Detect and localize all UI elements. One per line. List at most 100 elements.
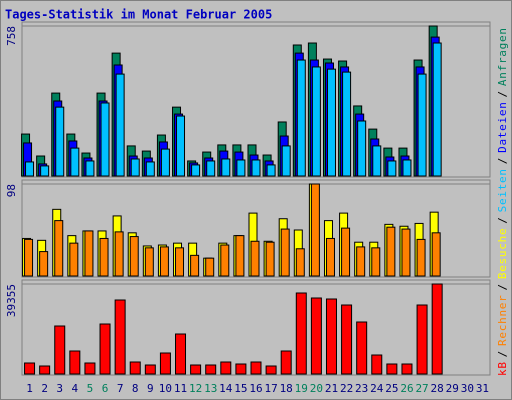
bar: [401, 363, 413, 375]
bar: [251, 159, 261, 177]
bar: [325, 298, 337, 375]
bar: [265, 241, 275, 277]
legend-separator: /: [496, 217, 509, 224]
bar: [235, 363, 247, 375]
bar: [310, 183, 320, 277]
bar: [69, 242, 79, 277]
x-tick-label: 4: [72, 382, 79, 395]
bar: [190, 254, 200, 277]
bar: [416, 304, 428, 375]
bar: [114, 231, 124, 277]
bar: [144, 364, 156, 375]
bar: [55, 106, 65, 177]
bar: [341, 304, 353, 375]
x-tick-label: 5: [87, 382, 94, 395]
bar: [220, 361, 232, 375]
bar: [386, 363, 398, 375]
x-tick-label: 11: [174, 382, 187, 395]
x-tick-label: 8: [132, 382, 139, 395]
bar: [295, 292, 307, 375]
x-tick-label: 10: [159, 382, 172, 395]
bar: [115, 73, 125, 177]
bar: [159, 352, 171, 375]
bar: [54, 220, 64, 277]
bar: [220, 244, 230, 277]
bar: [342, 71, 352, 177]
x-tick-label: 6: [102, 382, 109, 395]
bar: [54, 325, 66, 375]
x-tick-label: 7: [117, 382, 124, 395]
bar: [310, 297, 322, 375]
y-tick-label: 98: [5, 184, 18, 197]
bar: [341, 227, 351, 277]
bar: [130, 158, 140, 177]
bar: [325, 237, 335, 277]
x-tick-label: 25: [385, 382, 398, 395]
bar: [295, 248, 305, 277]
bar: [70, 147, 80, 177]
x-tick-label: 3: [56, 382, 63, 395]
bar: [84, 230, 94, 277]
x-tick-label: 24: [370, 382, 384, 395]
bar: [372, 145, 382, 177]
bar: [40, 165, 50, 177]
legend-entry: Dateien: [496, 102, 509, 153]
x-tick-label: 19: [295, 382, 308, 395]
bar: [145, 161, 155, 177]
legend-separator: /: [496, 91, 509, 98]
bar: [25, 161, 35, 177]
bar: [176, 115, 186, 177]
x-tick-label: 14: [219, 382, 233, 395]
x-tick-label: 16: [249, 382, 262, 395]
bar: [85, 160, 95, 177]
bar: [401, 228, 411, 277]
bar: [250, 240, 260, 277]
bar: [129, 361, 141, 375]
bar: [84, 362, 96, 375]
x-tick-label: 22: [340, 382, 353, 395]
bar: [190, 364, 202, 375]
bar: [39, 251, 49, 277]
bar: [24, 362, 36, 375]
x-tick-label: 18: [280, 382, 293, 395]
x-tick-label: 9: [147, 382, 154, 395]
bar: [39, 365, 51, 375]
x-tick-label: 20: [310, 382, 323, 395]
x-tick-label: 29: [446, 382, 459, 395]
bar: [205, 364, 217, 375]
x-tick-label: 13: [204, 382, 217, 395]
x-tick-label: 15: [234, 382, 247, 395]
bar: [99, 237, 109, 277]
bar: [175, 247, 185, 277]
legend-separator: /: [496, 351, 509, 358]
bar: [386, 226, 396, 277]
x-tick-label: 21: [325, 382, 338, 395]
bar: [266, 164, 276, 177]
bar: [357, 120, 367, 177]
legend-separator: /: [496, 158, 509, 165]
bar: [235, 235, 245, 277]
x-tick-label: 28: [431, 382, 444, 395]
bar: [431, 283, 443, 375]
legend-entry: Anfragen: [496, 28, 509, 86]
bar: [99, 323, 111, 375]
bar: [159, 246, 169, 277]
bar: [416, 238, 426, 277]
x-tick-label: 2: [41, 382, 48, 395]
bar: [356, 246, 366, 277]
x-tick-label: 1: [26, 382, 33, 395]
bar: [387, 160, 397, 177]
bar: [371, 247, 381, 277]
bar: [265, 365, 277, 375]
legend-separator: /: [496, 284, 509, 291]
bar: [69, 350, 81, 375]
bar: [160, 148, 170, 177]
bar: [280, 228, 290, 277]
y-tick-label: 758: [5, 26, 18, 46]
x-tick-label: 30: [461, 382, 474, 395]
x-tick-label: 31: [476, 382, 489, 395]
bar: [205, 257, 215, 277]
bar: [114, 299, 126, 375]
x-tick-label: 23: [355, 382, 368, 395]
bar: [417, 73, 427, 177]
